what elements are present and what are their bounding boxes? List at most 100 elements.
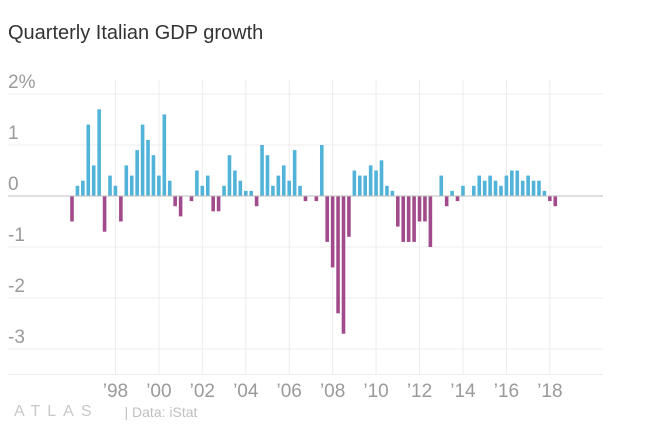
bar: [423, 196, 427, 222]
x-tick-label: ’16: [494, 381, 519, 402]
bar: [303, 196, 308, 202]
y-axis: 2% 1 0 -1 -2 -3: [8, 72, 36, 348]
bar: [129, 175, 134, 196]
atlas-logo: ATLAS: [14, 403, 99, 420]
bar: [537, 180, 541, 196]
bar: [341, 196, 346, 334]
bar: [81, 180, 85, 196]
bar: [390, 190, 395, 196]
bar: [178, 196, 183, 217]
bar: [162, 114, 167, 196]
bar: [108, 175, 112, 196]
y-tick-label: 2%: [8, 72, 36, 93]
bar: [531, 180, 536, 196]
bar: [417, 196, 422, 222]
chart-title: Quarterly Italian GDP growth: [8, 22, 264, 44]
bar: [113, 185, 118, 196]
bar: [396, 196, 400, 227]
bar: [91, 165, 96, 196]
bar: [86, 124, 91, 196]
footer: ATLAS | Data: iStat: [14, 402, 197, 422]
x-tick-label: ’02: [190, 381, 215, 402]
bar: [455, 196, 460, 202]
bar: [222, 185, 226, 196]
bar: [412, 196, 416, 242]
bar: [227, 155, 232, 196]
bar: [374, 170, 378, 196]
x-tick-label: ’18: [537, 381, 562, 402]
source-note: | Data: iStat: [124, 404, 198, 420]
x-tick-label: ’08: [320, 381, 345, 402]
bar: [173, 196, 177, 207]
bar: [292, 150, 297, 196]
bar: [472, 185, 476, 196]
bar: [493, 180, 498, 196]
bar: [401, 196, 406, 242]
bar: [167, 180, 172, 196]
bar: [347, 196, 351, 237]
bar: [314, 196, 319, 202]
x-tick-label: ’04: [233, 381, 259, 402]
bar: [233, 170, 237, 196]
bar: [482, 180, 487, 196]
bar: [357, 175, 362, 196]
bar: [157, 175, 161, 196]
bar: [461, 185, 465, 196]
bar: [504, 175, 509, 196]
bar: [75, 185, 80, 196]
x-tick-label: ’14: [450, 381, 476, 402]
bar: [510, 170, 514, 196]
bar: [281, 165, 286, 196]
bar: [477, 175, 482, 196]
bar: [249, 190, 253, 196]
bar: [119, 196, 123, 222]
bar: [200, 185, 205, 196]
bar: [352, 170, 357, 196]
bar: [146, 139, 150, 196]
bar: [243, 190, 248, 196]
bar: [499, 185, 503, 196]
y-tick-label: -3: [8, 327, 25, 348]
bar: [271, 185, 275, 196]
bar: [336, 196, 340, 314]
bar: [385, 185, 389, 196]
bar: [444, 196, 449, 207]
bar: [520, 180, 525, 196]
bar: [368, 165, 373, 196]
grid-lines: [8, 80, 603, 375]
bar: [406, 196, 411, 242]
bar: [254, 196, 259, 207]
bar: [325, 196, 330, 242]
bar: [70, 196, 74, 222]
x-tick-label: ’06: [277, 381, 302, 402]
bar: [515, 170, 520, 196]
bar: [363, 175, 368, 196]
bar: [265, 155, 270, 196]
bar: [189, 196, 194, 202]
bars: [70, 109, 558, 334]
y-tick-label: -2: [8, 276, 25, 297]
bar: [124, 165, 129, 196]
bar: [428, 196, 433, 247]
bar: [379, 160, 384, 196]
bar: [97, 109, 101, 196]
bar: [140, 124, 145, 196]
bar: [488, 175, 492, 196]
bar: [319, 145, 324, 196]
bar: [287, 180, 291, 196]
bar: [151, 155, 156, 196]
x-tick-label: ’00: [146, 381, 171, 402]
bar: [135, 150, 139, 196]
y-tick-label: 1: [8, 123, 19, 144]
bar: [298, 185, 302, 196]
y-tick-label: 0: [8, 174, 19, 195]
bar: [548, 196, 552, 202]
bar: [205, 175, 210, 196]
bar: [330, 196, 335, 268]
y-tick-label: -1: [8, 225, 25, 246]
bar: [238, 180, 243, 196]
x-tick-label: ’12: [407, 381, 432, 402]
bar: [526, 175, 530, 196]
bar: [450, 190, 454, 196]
bar: [102, 196, 107, 232]
